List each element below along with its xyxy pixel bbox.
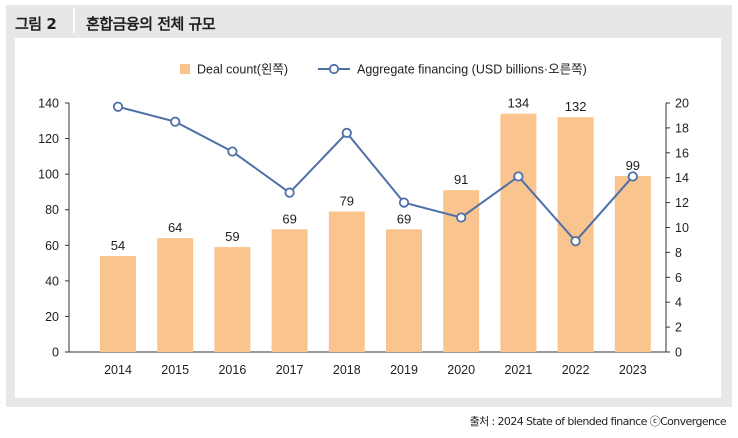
bar (386, 229, 422, 352)
figure-title-bar: 그림 2 혼합금융의 전체 규모 (6, 5, 732, 36)
financing-point (513, 171, 524, 182)
left-tick-label: 80 (45, 203, 59, 217)
legend-line-marker (328, 63, 340, 75)
left-tick-label: 60 (45, 239, 59, 253)
chart: 0 20 40 60 80 100 120 140 0 2 4 6 8 10 12 14 16 18 20 54 64 5… (38, 63, 689, 378)
bar-value-label: 91 (454, 172, 468, 187)
x-tick-label: 2014 (104, 363, 132, 377)
right-tick-label: 6 (675, 271, 682, 285)
right-tick-label: 12 (675, 196, 689, 210)
left-tick-label: 120 (38, 132, 59, 146)
bar-value-label: 59 (225, 229, 239, 244)
bar-value-label: 79 (340, 193, 354, 208)
financing-point (170, 116, 181, 127)
left-tick-label: 100 (38, 168, 59, 182)
bar-value-label: 69 (397, 211, 411, 226)
bar-value-label: 69 (282, 211, 296, 226)
chart-panel: 0 20 40 60 80 100 120 140 0 2 4 6 8 10 12 14 16 18 20 54 64 5… (15, 38, 721, 398)
right-tick-label: 14 (675, 171, 689, 185)
bar (214, 247, 251, 352)
x-tick-label: 2018 (333, 363, 361, 377)
left-tick-label: 20 (45, 310, 59, 324)
bar-value-label: 99 (626, 158, 640, 173)
left-tick-label: 140 (38, 97, 59, 111)
right-tick-label: 16 (675, 146, 689, 160)
x-tick-label: 2019 (390, 363, 418, 377)
financing-point (227, 146, 238, 157)
financing-point (112, 101, 124, 112)
financing-point (398, 197, 410, 208)
x-tick-label: 2020 (447, 363, 475, 377)
right-tick-label: 0 (675, 346, 682, 360)
bar-value-label: 134 (508, 96, 530, 111)
source-note: 출처 : 2024 State of blended finance ⓒConv… (469, 415, 727, 428)
bar-value-label: 54 (111, 238, 125, 253)
x-tick-label: 2015 (161, 363, 189, 377)
financing-point (456, 212, 467, 223)
bar (328, 211, 365, 352)
x-tick-label: 2016 (218, 363, 246, 377)
title-divider (73, 8, 75, 33)
x-tick-label: 2022 (562, 363, 590, 377)
bar (500, 113, 537, 353)
bar (271, 229, 308, 352)
right-tick-label: 8 (675, 246, 682, 260)
legend-line-label: Aggregate financing (USD billions·오른쪽) (357, 63, 587, 77)
x-tick-label: 2017 (276, 363, 304, 377)
financing-point (341, 127, 352, 138)
legend-bar-swatch (180, 64, 190, 74)
right-tick-label: 4 (675, 296, 682, 310)
x-tick-label: 2021 (504, 363, 532, 377)
bar (157, 238, 194, 352)
left-tick-label: 0 (52, 346, 59, 360)
bar (557, 117, 594, 352)
right-tick-label: 18 (675, 121, 689, 135)
financing-point (627, 171, 638, 182)
figure-label: 그림 2 (15, 15, 57, 33)
bar-value-label: 132 (565, 99, 587, 114)
bar-value-label: 64 (168, 220, 182, 235)
figure-title: 혼합금융의 전체 규모 (86, 15, 216, 33)
financing-point (284, 187, 295, 198)
bar (614, 175, 651, 352)
financing-point (570, 236, 581, 247)
bar (100, 255, 136, 352)
left-tick-label: 40 (45, 274, 59, 288)
right-tick-label: 10 (675, 221, 689, 235)
legend-bar-label: Deal count(왼쪽) (197, 63, 288, 77)
right-tick-label: 2 (675, 321, 682, 335)
right-tick-label: 20 (675, 97, 689, 111)
financing-line (117, 105, 634, 243)
x-tick-label: 2023 (619, 363, 647, 377)
